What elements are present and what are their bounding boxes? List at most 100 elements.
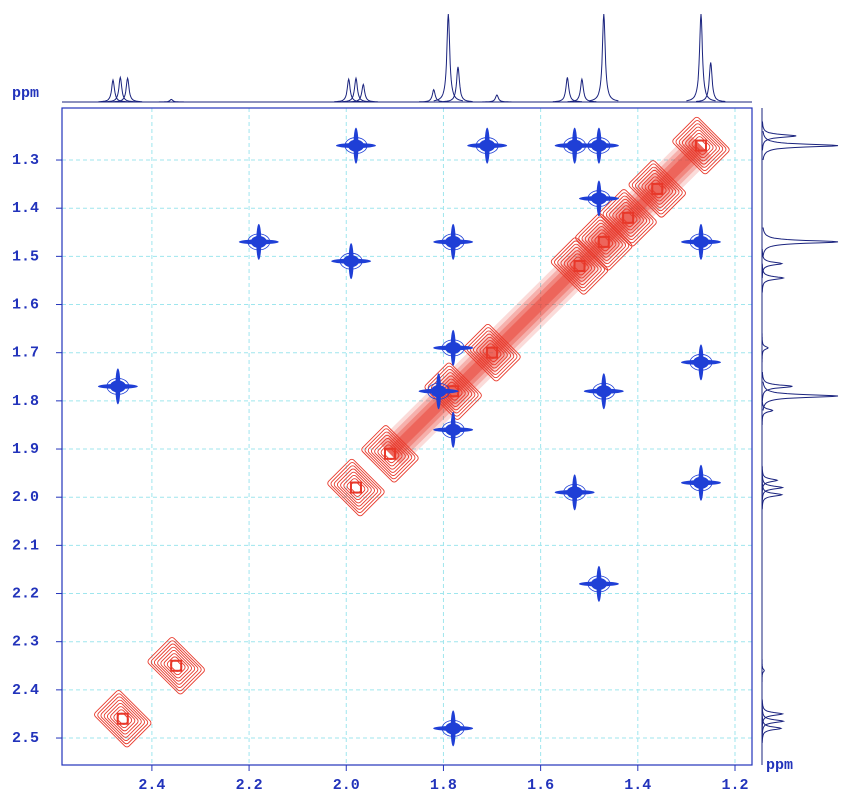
plot-area bbox=[94, 116, 730, 748]
cross-center bbox=[347, 139, 364, 152]
projection-peak bbox=[105, 75, 135, 103]
cross-center bbox=[445, 341, 462, 354]
projection-peak bbox=[686, 13, 716, 102]
cross-contour bbox=[689, 233, 713, 251]
cross-peak bbox=[433, 710, 474, 747]
cross-center bbox=[595, 385, 612, 398]
cross-peak bbox=[335, 127, 376, 164]
diagonal-peak bbox=[424, 362, 482, 420]
contour bbox=[106, 702, 139, 735]
y-tick-label: 1.9 bbox=[12, 441, 39, 458]
cross-center bbox=[445, 423, 462, 436]
cross-contour bbox=[587, 190, 611, 207]
contour bbox=[573, 259, 586, 273]
cross-contour bbox=[587, 137, 611, 154]
contour bbox=[150, 640, 202, 692]
cross-peak bbox=[680, 223, 721, 260]
cross-center bbox=[692, 476, 709, 489]
x-tick-label: 1.4 bbox=[624, 777, 651, 794]
y-tick-label: 2.5 bbox=[12, 730, 39, 747]
projection-peak bbox=[98, 78, 128, 103]
cross-center bbox=[430, 385, 447, 398]
x-tick-label: 1.2 bbox=[721, 777, 748, 794]
contour bbox=[560, 246, 599, 285]
y-tick-label: 1.6 bbox=[12, 296, 39, 313]
contour bbox=[584, 222, 623, 261]
contour bbox=[94, 690, 152, 748]
contour bbox=[554, 240, 605, 292]
diagonal-peak bbox=[147, 637, 205, 695]
projection-peak bbox=[761, 372, 793, 401]
contour bbox=[602, 192, 654, 244]
diagonal-peak bbox=[599, 189, 657, 247]
cross-center bbox=[566, 139, 583, 152]
contour bbox=[635, 166, 680, 212]
contour bbox=[681, 126, 720, 165]
contour bbox=[424, 362, 482, 420]
contour bbox=[374, 438, 406, 470]
diagonal-peak bbox=[361, 425, 419, 483]
x-tick-label: 2.2 bbox=[236, 777, 263, 794]
cross-peak bbox=[680, 344, 721, 381]
x-axis-label: ppm bbox=[766, 757, 793, 774]
contour bbox=[370, 434, 409, 473]
cross-contour bbox=[441, 233, 465, 251]
projection-peak bbox=[341, 76, 371, 103]
projection-peak bbox=[761, 656, 765, 685]
cross-center bbox=[590, 577, 607, 590]
cross-contour bbox=[689, 353, 713, 371]
y-tick-label: 1.3 bbox=[12, 152, 39, 169]
cross-center bbox=[566, 486, 583, 499]
contour bbox=[463, 324, 521, 382]
cross-contour bbox=[689, 474, 713, 492]
contour bbox=[383, 447, 397, 460]
contour bbox=[434, 372, 473, 411]
diagonal-peak bbox=[575, 213, 633, 271]
contour bbox=[563, 250, 596, 282]
contour-core bbox=[573, 259, 586, 272]
contour bbox=[100, 696, 145, 741]
contour bbox=[597, 235, 610, 249]
cross-peak bbox=[578, 565, 619, 602]
cross-contour bbox=[441, 421, 465, 439]
diagonal-peak bbox=[672, 116, 730, 175]
y-tick-label: 1.8 bbox=[12, 393, 39, 410]
diagonal-peak bbox=[94, 690, 152, 748]
contour bbox=[485, 346, 499, 359]
projection-peak bbox=[567, 77, 597, 103]
projection-peak bbox=[761, 465, 779, 495]
y-axis-label: ppm bbox=[12, 85, 39, 102]
diagonal-peak bbox=[628, 160, 686, 218]
cross-peak bbox=[578, 180, 619, 217]
cross-center bbox=[692, 235, 709, 248]
contour bbox=[361, 425, 419, 483]
projection-peak bbox=[761, 480, 784, 510]
projection-peak bbox=[482, 94, 512, 103]
projection-peak bbox=[113, 76, 143, 103]
contour bbox=[628, 160, 686, 218]
plot-frame bbox=[61, 107, 753, 766]
contour-core bbox=[486, 346, 499, 359]
contour-core bbox=[694, 139, 707, 152]
diagonal-peak bbox=[327, 458, 385, 517]
projection-peak bbox=[761, 713, 783, 743]
contour bbox=[685, 129, 717, 162]
contour-core bbox=[116, 712, 129, 725]
cross-peak bbox=[583, 373, 624, 410]
contour bbox=[340, 471, 372, 504]
contour bbox=[609, 198, 648, 237]
contour bbox=[367, 431, 413, 477]
projection-peak bbox=[433, 13, 463, 102]
contour bbox=[694, 139, 708, 152]
contour bbox=[550, 237, 609, 295]
contour bbox=[447, 385, 460, 398]
contour-core bbox=[170, 659, 183, 672]
cross-contour bbox=[427, 382, 450, 400]
projection-peak bbox=[552, 77, 582, 103]
cross-center bbox=[445, 722, 462, 735]
contour bbox=[97, 693, 149, 745]
contour bbox=[327, 458, 385, 517]
cross-contour bbox=[475, 137, 499, 154]
cross-peak bbox=[418, 373, 459, 410]
projection-peak bbox=[443, 66, 473, 102]
